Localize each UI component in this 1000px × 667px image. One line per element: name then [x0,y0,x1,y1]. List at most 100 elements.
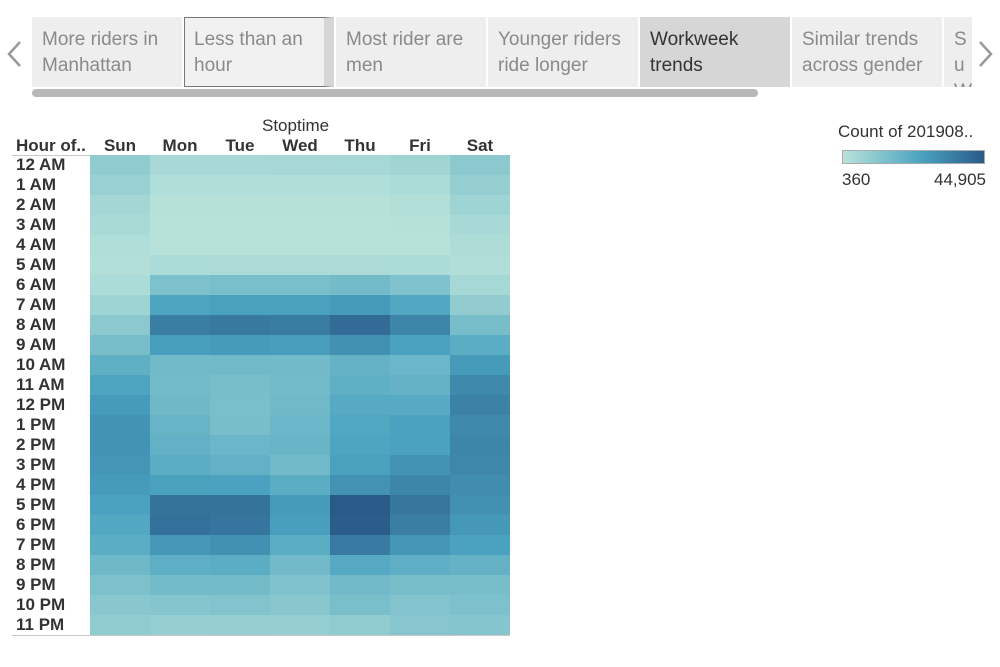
heatmap-cell-mon-5am[interactable] [150,255,210,275]
heatmap-cell-sun-12am[interactable] [90,155,150,175]
heatmap-cell-wed-10am[interactable] [270,355,330,375]
heatmap-cell-thu-7pm[interactable] [330,535,390,555]
heatmap-cell-fri-10am[interactable] [390,355,450,375]
heatmap-cell-fri-6pm[interactable] [390,515,450,535]
heatmap-cell-wed-7am[interactable] [270,295,330,315]
heatmap-cell-thu-11pm[interactable] [330,615,390,635]
heatmap-cell-thu-12am[interactable] [330,155,390,175]
heatmap-cell-sat-11am[interactable] [450,375,510,395]
heatmap-cell-sun-12pm[interactable] [90,395,150,415]
heatmap-cell-thu-6pm[interactable] [330,515,390,535]
heatmap-cell-mon-6am[interactable] [150,275,210,295]
heatmap-cell-mon-8pm[interactable] [150,555,210,575]
heatmap-cell-mon-1am[interactable] [150,175,210,195]
heatmap-cell-mon-8am[interactable] [150,315,210,335]
heatmap-cell-tue-9am[interactable] [210,335,270,355]
heatmap-cell-thu-12pm[interactable] [330,395,390,415]
heatmap-cell-sun-11pm[interactable] [90,615,150,635]
story-point-workweek-trends[interactable]: Workweek trends [640,17,790,87]
story-point-more-riders-in-manhattan[interactable]: More riders in Manhattan [32,17,182,87]
heatmap-cell-sat-11pm[interactable] [450,615,510,635]
heatmap-cell-sun-10am[interactable] [90,355,150,375]
heatmap-cell-fri-12pm[interactable] [390,395,450,415]
heatmap-cell-tue-8am[interactable] [210,315,270,335]
heatmap-cell-sun-5am[interactable] [90,255,150,275]
story-point-less-than-an-hour[interactable]: Less than an hour [184,17,334,87]
heatmap-cell-sun-10pm[interactable] [90,595,150,615]
heatmap-cell-wed-5pm[interactable] [270,495,330,515]
heatmap-cell-thu-8pm[interactable] [330,555,390,575]
heatmap-cell-mon-4am[interactable] [150,235,210,255]
heatmap-cell-mon-10am[interactable] [150,355,210,375]
heatmap-cell-wed-4am[interactable] [270,235,330,255]
heatmap-cell-thu-9am[interactable] [330,335,390,355]
heatmap-cell-tue-4am[interactable] [210,235,270,255]
heatmap-cell-sun-7am[interactable] [90,295,150,315]
heatmap-cell-sat-9am[interactable] [450,335,510,355]
heatmap-cell-sat-2am[interactable] [450,195,510,215]
heatmap-cell-sat-12pm[interactable] [450,395,510,415]
heatmap-cell-sun-9pm[interactable] [90,575,150,595]
heatmap-cell-wed-12pm[interactable] [270,395,330,415]
heatmap-cell-fri-1pm[interactable] [390,415,450,435]
heatmap-cell-mon-7am[interactable] [150,295,210,315]
heatmap-cell-fri-7pm[interactable] [390,535,450,555]
heatmap-cell-tue-3pm[interactable] [210,455,270,475]
heatmap-cell-fri-5pm[interactable] [390,495,450,515]
heatmap-cell-fri-1am[interactable] [390,175,450,195]
heatmap-cell-sat-6am[interactable] [450,275,510,295]
heatmap-cell-thu-6am[interactable] [330,275,390,295]
heatmap-cell-fri-5am[interactable] [390,255,450,275]
heatmap-cell-tue-3am[interactable] [210,215,270,235]
heatmap-cell-sun-2pm[interactable] [90,435,150,455]
heatmap-cell-wed-12am[interactable] [270,155,330,175]
heatmap-cell-sat-8pm[interactable] [450,555,510,575]
heatmap-cell-wed-8pm[interactable] [270,555,330,575]
heatmap-cell-fri-12am[interactable] [390,155,450,175]
heatmap-cell-thu-5pm[interactable] [330,495,390,515]
heatmap-cell-mon-3pm[interactable] [150,455,210,475]
heatmap-cell-thu-4pm[interactable] [330,475,390,495]
heatmap-cell-wed-11pm[interactable] [270,615,330,635]
heatmap-cell-sat-10pm[interactable] [450,595,510,615]
heatmap-cell-mon-12am[interactable] [150,155,210,175]
heatmap-cell-tue-5am[interactable] [210,255,270,275]
heatmap-cell-mon-9pm[interactable] [150,575,210,595]
heatmap-cell-sat-3am[interactable] [450,215,510,235]
heatmap-cell-mon-7pm[interactable] [150,535,210,555]
heatmap-cell-fri-9pm[interactable] [390,575,450,595]
heatmap-cell-mon-11pm[interactable] [150,615,210,635]
heatmap-cell-wed-2am[interactable] [270,195,330,215]
heatmap-cell-sat-3pm[interactable] [450,455,510,475]
heatmap-cell-mon-12pm[interactable] [150,395,210,415]
heatmap-cell-tue-6pm[interactable] [210,515,270,535]
heatmap-cell-thu-10am[interactable] [330,355,390,375]
heatmap-cell-sun-4pm[interactable] [90,475,150,495]
heatmap-cell-sun-6pm[interactable] [90,515,150,535]
heatmap-cell-sun-1am[interactable] [90,175,150,195]
heatmap-cell-thu-8am[interactable] [330,315,390,335]
heatmap-cell-wed-6am[interactable] [270,275,330,295]
heatmap-cell-sat-5pm[interactable] [450,495,510,515]
heatmap-cell-wed-7pm[interactable] [270,535,330,555]
heatmap-cell-wed-2pm[interactable] [270,435,330,455]
heatmap-cell-tue-7pm[interactable] [210,535,270,555]
heatmap-cell-mon-4pm[interactable] [150,475,210,495]
heatmap-cell-mon-9am[interactable] [150,335,210,355]
heatmap-cell-sat-7am[interactable] [450,295,510,315]
heatmap-cell-sat-9pm[interactable] [450,575,510,595]
heatmap-cell-tue-11pm[interactable] [210,615,270,635]
heatmap-cell-tue-8pm[interactable] [210,555,270,575]
heatmap-cell-fri-4pm[interactable] [390,475,450,495]
heatmap-cell-fri-6am[interactable] [390,275,450,295]
heatmap-cell-fri-10pm[interactable] [390,595,450,615]
heatmap-cell-mon-6pm[interactable] [150,515,210,535]
heatmap-cell-sat-1am[interactable] [450,175,510,195]
heatmap-cell-tue-10pm[interactable] [210,595,270,615]
chevron-right-icon[interactable] [976,34,996,74]
heatmap-cell-fri-11am[interactable] [390,375,450,395]
heatmap-cell-fri-3am[interactable] [390,215,450,235]
heatmap-cell-sun-8pm[interactable] [90,555,150,575]
heatmap-cell-fri-9am[interactable] [390,335,450,355]
heatmap-cell-thu-9pm[interactable] [330,575,390,595]
